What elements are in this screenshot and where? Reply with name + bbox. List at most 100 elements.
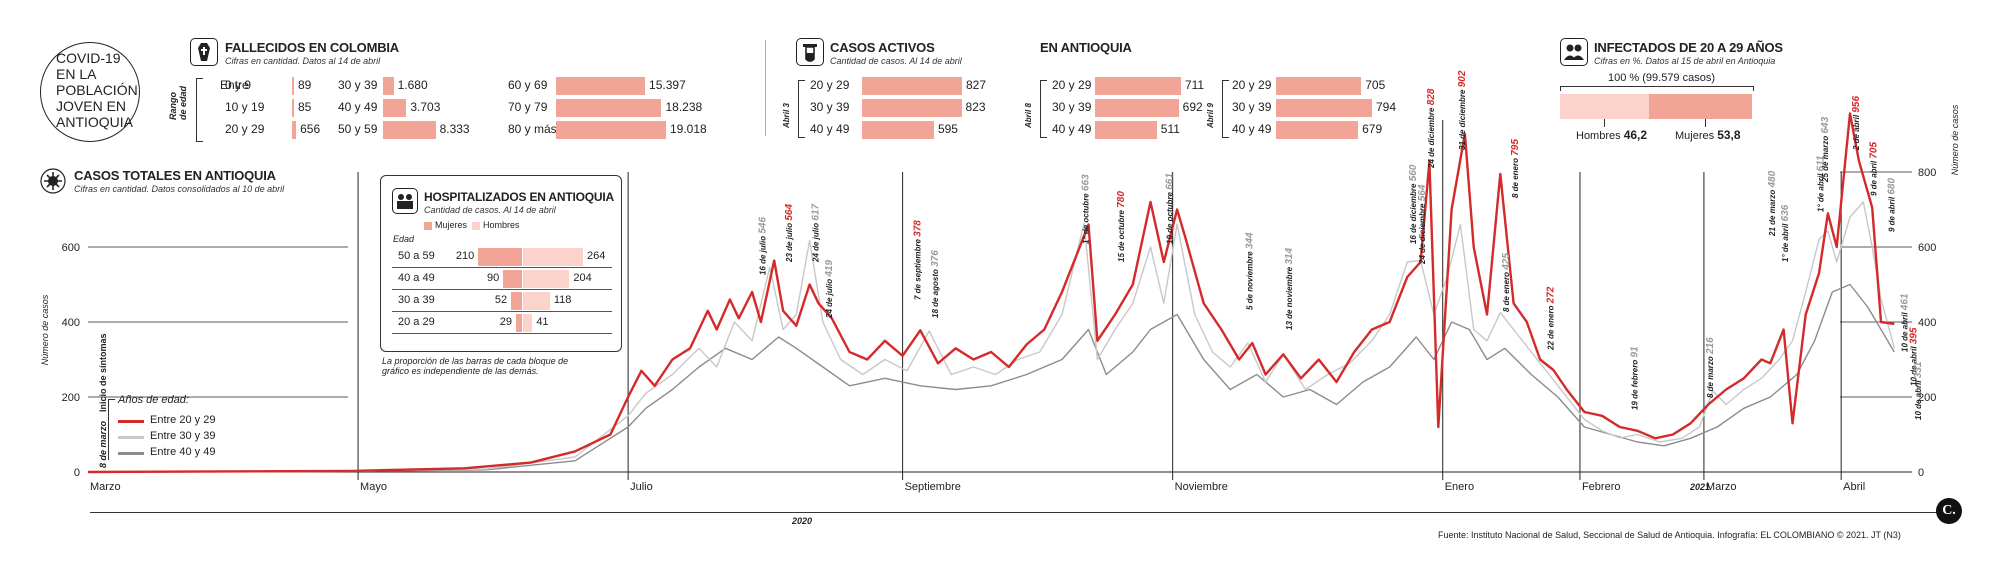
peak-annotation: 24 de diciembre 564 (1417, 184, 1428, 265)
peak-annotation: 10 de abril 395 (1908, 327, 1919, 386)
hombres-bar (1560, 94, 1649, 119)
people-icon (1560, 38, 1588, 66)
virus-icon (40, 168, 66, 194)
fallecidos-bar (556, 121, 666, 139)
hosp-hombres-value: 204 (573, 272, 592, 284)
infectados-title: INFECTADOS DE 20 A 29 AÑOS (1594, 40, 1783, 55)
series-line-0 (87, 112, 1895, 474)
hosp-row-line (392, 267, 612, 268)
fallecidos-label: 80 y más (508, 122, 557, 136)
activos-bar (862, 77, 962, 95)
peak-annotation: 8 de enero 425 (1501, 253, 1512, 312)
peak-annotation: 15 de octubre 780 (1116, 191, 1127, 262)
activos-value: 823 (965, 100, 986, 114)
peak-annotation: 9 de abril 680 (1886, 178, 1897, 232)
month-label: Septiembre (905, 481, 961, 493)
fallecidos-bar (556, 99, 662, 117)
activos-value: 711 (1184, 78, 1205, 92)
infectados-subtitle: Cifras en %. Datos al 15 de abril en Ant… (1594, 56, 1776, 66)
legend-bracket (108, 399, 115, 460)
month-label: Abril (1843, 481, 1865, 493)
month-label: Julio (630, 481, 653, 493)
hosp-hombres-value: 41 (536, 316, 549, 328)
page-title: COVID-19 EN LA POBLACIÓN JOVEN EN ANTIOQ… (56, 50, 138, 130)
y-axis-label-right: Número de casos (1950, 104, 1960, 175)
hosp-row-line (392, 333, 612, 334)
hospital-people-icon (392, 188, 418, 214)
fallecidos-entre: Entre (220, 78, 249, 92)
activos-bar (1276, 77, 1362, 95)
hosp-hombres-value: 118 (553, 294, 572, 306)
peak-annotation: 13 de noviembre 314 (1284, 248, 1295, 330)
y-tick-label: 600 (62, 242, 80, 254)
activos-label: 30 y 39 (810, 100, 850, 114)
peak-annotation: 24 de diciembre 828 (1426, 88, 1437, 169)
y-tick-label-right: 600 (1918, 242, 1936, 254)
fallecidos-label: 70 y 79 (508, 100, 548, 114)
casos-title: CASOS TOTALES EN ANTIOQUIA (74, 168, 276, 183)
hombres-tick (1604, 119, 1605, 127)
peak-annotation: 5 de noviembre 344 (1244, 232, 1255, 310)
legend-label: Entre 30 y 39 (150, 430, 216, 442)
legend-label: Entre 40 y 49 (150, 446, 216, 458)
activos-bar (862, 99, 962, 117)
peak-annotation: 18 de agosto 376 (930, 250, 941, 318)
hosp-mujeres-value: 52 (494, 294, 508, 306)
hosp-hombres-bar (523, 248, 583, 266)
activos-value: 679 (1362, 122, 1383, 136)
fallecidos-value: 85 (298, 100, 312, 114)
hosp-mujeres-value: 210 (455, 250, 475, 262)
legend-hombres-swatch (472, 222, 480, 230)
peak-annotation: 31 de diciembre 902 (1457, 70, 1468, 150)
activos-value: 595 (937, 122, 958, 136)
series-line-2 (87, 283, 1895, 473)
title-circle (40, 42, 140, 142)
peak-annotation: 9 de abril 705 (1869, 142, 1880, 196)
coffin-icon (190, 38, 218, 66)
fallecidos-value: 1.680 (397, 78, 428, 92)
peak-annotation: 22 de enero 272 (1545, 286, 1556, 351)
fallecidos-value: 15.397 (649, 78, 686, 92)
month-label: Marzo (90, 481, 121, 493)
activos-value: 511 (1160, 122, 1180, 136)
fallecidos-label: 10 y 19 (225, 100, 265, 114)
peak-annotation: 21 de marzo 480 (1767, 170, 1778, 237)
fallecidos-value: 3.703 (410, 100, 441, 114)
peak-annotation: 7 de septiembre 378 (912, 220, 923, 300)
y-axis-label: Número de casos (40, 294, 50, 365)
activos-bar (1095, 77, 1181, 95)
y-tick-label: 0 (74, 467, 80, 479)
fallecidos-label: 40 y 49 (338, 100, 378, 114)
hosp-hombres-bar (523, 314, 533, 332)
hosp-title: HOSPITALIZADOS EN ANTIOQUIA (424, 190, 614, 204)
peak-annotation: 2 de abril 956 (1851, 96, 1862, 151)
fallecidos-label: 60 y 69 (508, 78, 548, 92)
y-tick-label-right: 800 (1918, 167, 1936, 179)
fallecidos-label: 0 y 9 (225, 78, 252, 92)
age-legend-title: Años de edad: (118, 394, 189, 406)
peak-annotation: 16 de julio 546 (757, 217, 768, 275)
fallecidos-bar (383, 99, 407, 117)
test-tube-icon (796, 38, 824, 66)
divider (765, 40, 766, 136)
activos-title: CASOS ACTIVOS (830, 40, 935, 55)
hosp-label: 30 a 39 (398, 294, 435, 306)
hosp-label: 50 a 59 (398, 250, 435, 262)
activos-bracket (798, 80, 805, 138)
hosp-hombres-bar (523, 270, 570, 288)
fallecidos-bar (292, 99, 294, 117)
activos-value: 705 (1365, 78, 1386, 92)
peak-annotation: 23 de julio 564 (784, 204, 795, 263)
fallecidos-value: 18.238 (665, 100, 703, 114)
source-text: Fuente: Instituto Nacional de Salud, Sec… (1438, 530, 1901, 540)
infectados-total: 100 % (99.579 casos) (1608, 72, 1716, 84)
y-tick-label-right: 400 (1918, 317, 1936, 329)
peak-annotation: 16 de diciembre 560 (1408, 164, 1419, 244)
hosp-subtitle: Cantidad de casos. Al 14 de abril (424, 205, 556, 215)
hosp-note: La proporción de las barras de cada bloq… (382, 356, 569, 376)
fallecidos-title: FALLECIDOS EN COLOMBIA (225, 40, 399, 55)
activos-label: 40 y 49 (810, 122, 850, 136)
fallecidos-bar (383, 121, 436, 139)
hosp-row-line (392, 289, 612, 290)
hosp-mujeres-bar (515, 314, 522, 332)
